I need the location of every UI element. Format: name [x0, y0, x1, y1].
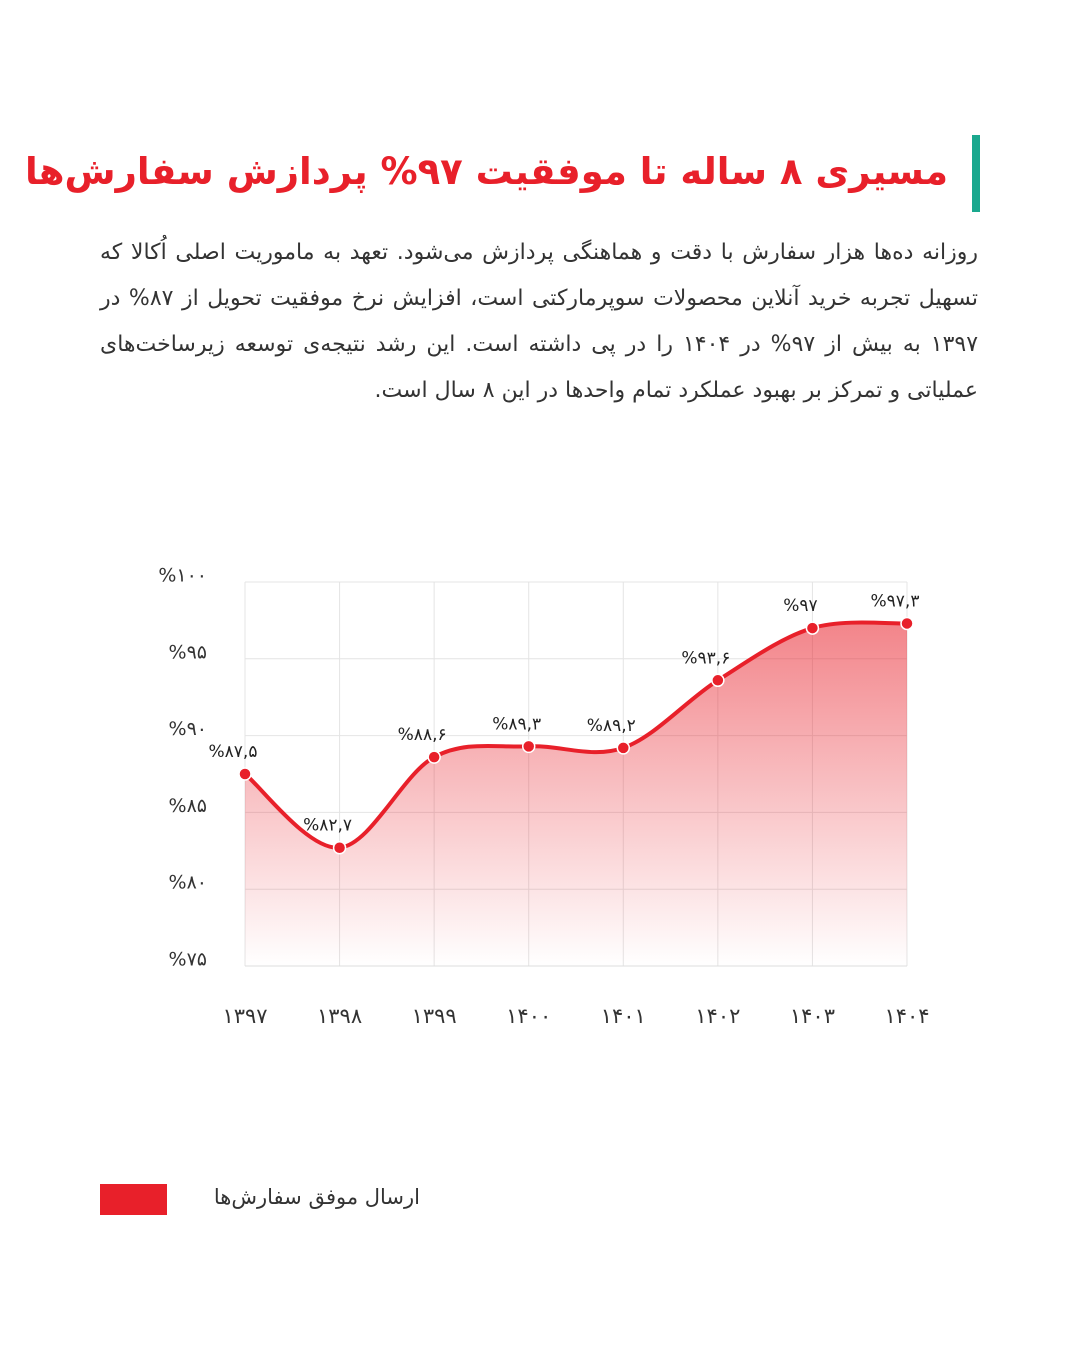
- x-tick-label: ۱۳۹۸: [317, 1004, 362, 1028]
- point: [238, 767, 252, 781]
- y-tick-label: %۱۰۰: [158, 565, 207, 587]
- y-tick-label: %۷۵: [169, 949, 207, 971]
- value-label: %۸۹,۲: [587, 716, 636, 736]
- point: [805, 621, 820, 635]
- value-label: %۸۸,۶: [398, 725, 447, 745]
- value-label: %۹۷,۳: [871, 591, 920, 611]
- x-tick-label: ۱۳۹۹: [412, 1004, 457, 1028]
- legend-swatch: [100, 1184, 167, 1215]
- x-tick-label: ۱۴۰۱: [601, 1004, 646, 1028]
- value-label: %۸۷,۵: [209, 742, 258, 762]
- point: [616, 741, 631, 755]
- value-label: %۸۹,۳: [492, 714, 541, 734]
- point: [900, 616, 914, 631]
- x-tick-label: ۱۴۰۴: [884, 1004, 929, 1028]
- y-tick-label: %۹۵: [169, 641, 207, 663]
- area: [245, 622, 907, 966]
- y-tick-label: %۸۵: [169, 795, 207, 817]
- value-label: %۸۲,۷: [303, 816, 352, 836]
- value-label: %۹۷: [783, 596, 817, 616]
- x-tick-label: ۱۳۹۷: [222, 1004, 267, 1028]
- x-tick-label: ۱۴۰۲: [695, 1004, 740, 1028]
- legend-label: ارسال موفق سفارش‌ها: [214, 1185, 420, 1209]
- accent-bar: [972, 135, 980, 212]
- point: [427, 750, 441, 764]
- value-label: %۹۳,۶: [681, 648, 730, 668]
- x-tick-label: ۱۴۰۳: [790, 1004, 835, 1028]
- point: [332, 840, 347, 855]
- title: مسیری ۸ ساله تا موفقیت ۹۷% پردازش سفارش‌…: [25, 150, 948, 193]
- y-tick-label: %۹۰: [169, 718, 207, 740]
- point: [711, 673, 725, 688]
- paragraph: روزانه ده‌ها هزار سفارش با دقت و هماهنگی…: [100, 240, 979, 403]
- x-tick-label: ۱۴۰۰: [506, 1004, 551, 1028]
- y-tick-label: %۸۰: [169, 872, 207, 894]
- point: [521, 739, 536, 754]
